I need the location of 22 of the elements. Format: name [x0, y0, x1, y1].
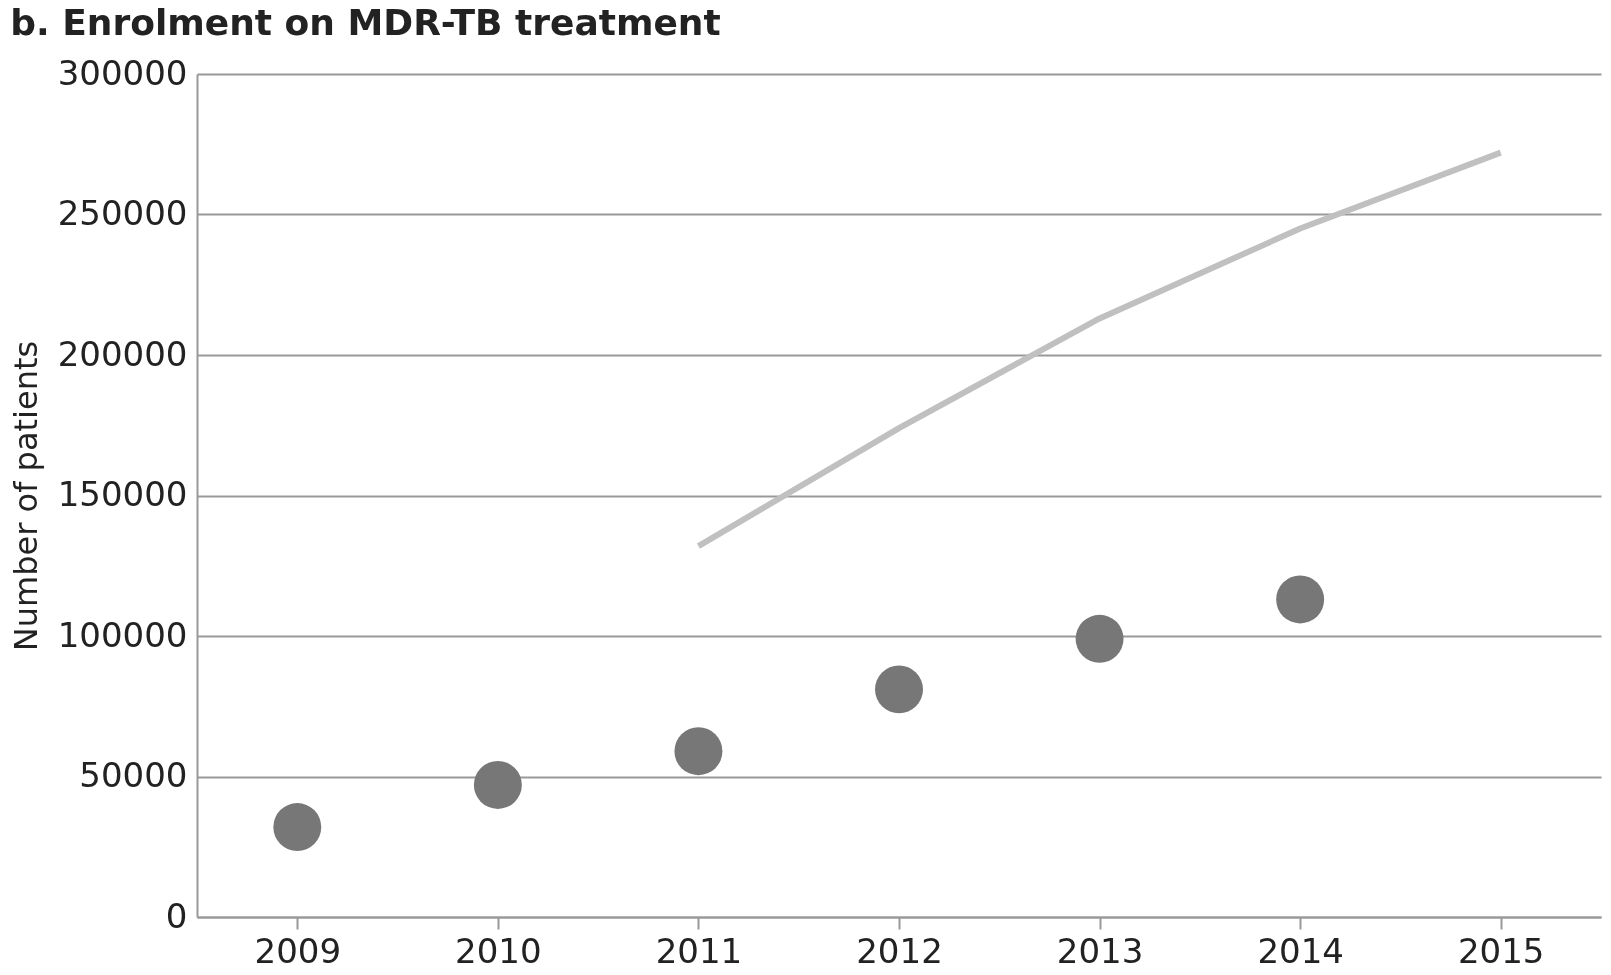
y-tick-label: 200000 [57, 333, 188, 374]
point [674, 727, 723, 776]
x-tick-label: 2014 [1257, 930, 1344, 971]
y-tick-label: 100000 [57, 614, 188, 655]
point [473, 761, 522, 809]
x-tick-label: 2010 [455, 930, 542, 971]
x-tick-label: 2009 [254, 930, 342, 971]
point [273, 803, 322, 852]
x-tick-label: 2012 [856, 930, 943, 971]
point [1276, 575, 1325, 624]
y-tick-label: 0 [165, 895, 188, 936]
y-tick-label: 50000 [79, 755, 188, 795]
point [1075, 614, 1124, 663]
y-axis-title: Number of patients [6, 340, 45, 652]
y-tick-label: 250000 [57, 193, 188, 233]
x-tick-label: 2013 [1056, 930, 1144, 971]
x-tick-label: 2011 [655, 930, 743, 971]
y-tick-label: 150000 [57, 474, 188, 514]
chart-title: b. Enrolment on MDR-TB treatment [10, 2, 721, 43]
x-tick-label: 2015 [1457, 930, 1545, 971]
point [875, 665, 923, 714]
y-tick-label: 300000 [57, 52, 188, 93]
